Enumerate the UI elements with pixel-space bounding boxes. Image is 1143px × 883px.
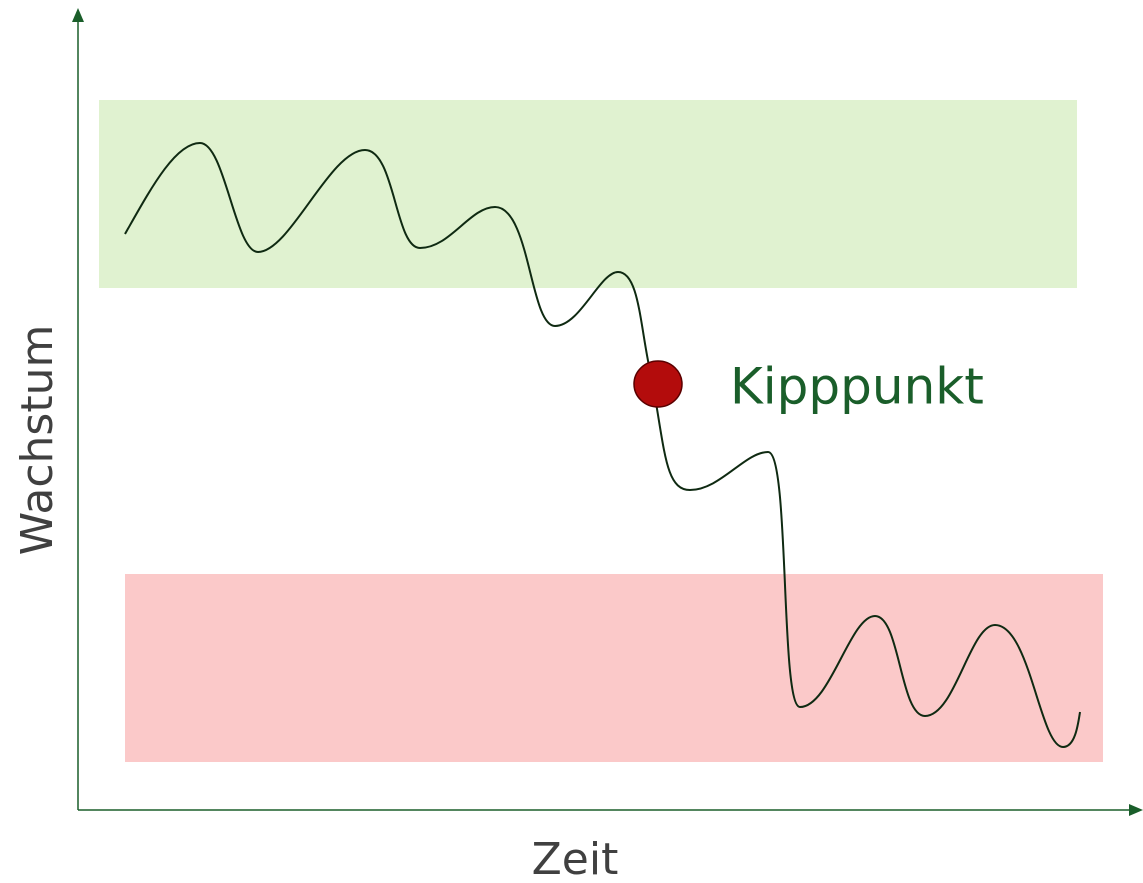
y-axis-label: Wachstum (12, 325, 63, 556)
x-axis-label: Zeit (532, 834, 619, 883)
y-axis-arrow (72, 8, 84, 22)
stable-high-zone (99, 100, 1077, 288)
x-axis-arrow (1129, 804, 1143, 816)
tipping-point (633, 360, 683, 408)
annotation: Kipppunkt (730, 358, 984, 416)
stable-low-zone (125, 574, 1103, 762)
